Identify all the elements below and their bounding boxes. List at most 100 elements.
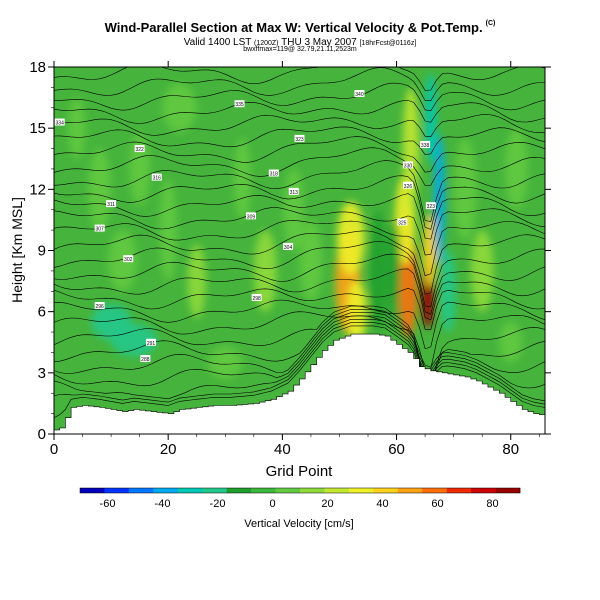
colorbar-tick-label: -20 (210, 498, 226, 510)
velocity-cell-20 (233, 138, 251, 220)
isentrope-label-7: 318 (268, 169, 279, 178)
x-tick-label: 80 (502, 441, 519, 458)
colorbar-segment-7 (251, 488, 276, 493)
colorbar-tick-label: -60 (100, 498, 116, 510)
isentrope-label-text: 330 (404, 163, 413, 169)
velocity-cell-23 (299, 219, 323, 302)
colorbar-tick-label: 60 (431, 498, 443, 510)
colorbar-tick-label: 40 (376, 498, 388, 510)
isentrope-label-bg (245, 212, 256, 220)
colorbar-segment-0 (80, 488, 105, 493)
isentrope-label-bg (234, 100, 245, 108)
isentrope-label-bg (94, 224, 105, 232)
velocity-cell-11 (425, 73, 437, 163)
colorbar-segment-12 (373, 488, 399, 493)
forecast-run: [18hrFcst@0116z] (359, 40, 417, 47)
isentrope-label-bg (140, 355, 151, 363)
y-tick-label: 6 (38, 304, 46, 321)
isentrope-18 (54, 160, 545, 223)
y-tick-label: 9 (38, 243, 46, 260)
isentrope-label-bg (402, 181, 413, 189)
velocity-cell-29 (208, 346, 243, 379)
isentrope-21 (54, 126, 545, 156)
velocity-cell-15 (68, 97, 86, 159)
isentrope-labels: 334 335 340 322 323 338 316 318 330 311 313 326 309 3… (54, 90, 436, 363)
colorbar-segment-14 (422, 488, 447, 493)
isentrope-label-bg (402, 161, 413, 169)
velocity-cell-17 (108, 230, 137, 292)
isentrope-label-19: 298 (251, 293, 262, 302)
colorbar-tick-label: 80 (486, 498, 498, 510)
velocity-cell-1 (337, 201, 365, 275)
colorbar-segment-8 (275, 488, 301, 493)
isentrope-4 (54, 312, 545, 374)
chart-title-mark: (C) (485, 20, 496, 27)
isentrope-label-text: 323 (295, 137, 304, 143)
isentrope-label-14: 323 (425, 202, 436, 210)
isentrope-label-8: 330 (402, 161, 413, 169)
isentrope-label-bg (397, 218, 408, 226)
isentrope-label-11: 326 (402, 181, 413, 190)
velocity-cell-24 (470, 230, 494, 312)
isentrope-label-6: 316 (151, 173, 162, 182)
isentrope-label-text: 304 (284, 245, 293, 251)
isentrope-label-20: 291 (146, 338, 157, 347)
y-axis-label: Height [Km MSL] (9, 197, 25, 303)
velocity-cell-26 (499, 321, 523, 363)
isentrope-label-text: 326 (404, 184, 413, 190)
x-tick-label: 0 (50, 441, 58, 458)
isentrope-label-bg (294, 134, 305, 142)
isentrope-label-bg (123, 255, 134, 263)
isentrope-label-text: 335 (235, 102, 244, 108)
isentrope-label-bg (268, 169, 279, 177)
y-tick-label: 3 (38, 365, 46, 382)
colorbar-label: Vertical Velocity [cm/s] (244, 518, 353, 530)
isentrope-2 (54, 319, 545, 402)
velocity-cell-25 (453, 138, 477, 241)
velocity-cell-28 (162, 83, 197, 133)
colorbar-segment-17 (495, 488, 521, 493)
isentrope-label-text: 325 (398, 220, 407, 226)
isentrope-label-bg (54, 118, 65, 126)
isentrope-label-text: 323 (427, 204, 436, 210)
valid-time-utc: (1200Z) (253, 40, 279, 47)
isentrope-9 (54, 287, 545, 331)
isentrope-13 (54, 230, 545, 295)
velocity-cell-22 (283, 168, 305, 251)
isentrope-label-16: 304 (283, 242, 294, 251)
velocity-cell-8 (370, 209, 387, 333)
isentrope-10 (54, 268, 545, 321)
isentrope-7 (54, 311, 545, 372)
isentrope-label-0: 334 (54, 118, 65, 127)
isentrope-label-text: 322 (135, 147, 144, 153)
isentrope-contours (54, 67, 545, 418)
isentrope-label-text: 340 (355, 92, 364, 98)
isentrope-label-5: 338 (420, 140, 431, 149)
x-axis-label: Grid Point (266, 463, 334, 480)
isentrope-label-text: 298 (253, 296, 262, 302)
isentrope-20 (54, 136, 545, 173)
colorbar-segment-16 (471, 488, 496, 493)
isentrope-22 (54, 114, 545, 138)
velocity-cell-21 (253, 230, 277, 312)
y-tick-label: 0 (38, 426, 46, 443)
isentrope-25 (54, 67, 545, 102)
isentrope-label-bg (251, 293, 262, 301)
velocity-cell-18 (129, 132, 150, 206)
isentrope-label-15: 307 (94, 224, 105, 233)
velocity-cell-27 (505, 128, 528, 210)
isentrope-label-17: 302 (123, 255, 134, 263)
isentrope-label-text: 296 (96, 304, 105, 310)
colorbar-segment-4 (177, 488, 203, 493)
velocity-cell-9 (386, 219, 401, 322)
isentrope-3 (54, 315, 545, 389)
valid-date: THU 3 May 2007 (281, 37, 357, 48)
velocity-cell-12 (439, 250, 456, 333)
colorbar-tick-label: -40 (155, 498, 171, 510)
isentrope-label-text: 291 (147, 341, 156, 347)
isentrope-label-9: 311 (106, 200, 117, 208)
isentrope-label-bg (288, 187, 299, 195)
x-tick-label: 60 (388, 441, 405, 458)
isentrope-24 (54, 82, 545, 112)
